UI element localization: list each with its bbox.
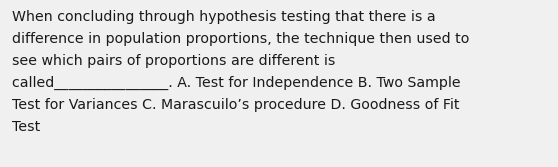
Text: Test: Test	[12, 120, 40, 134]
Text: see which pairs of proportions are different is: see which pairs of proportions are diffe…	[12, 54, 335, 68]
Text: difference in population proportions, the technique then used to: difference in population proportions, th…	[12, 32, 469, 46]
Text: called________________. A. Test for Independence B. Two Sample: called________________. A. Test for Inde…	[12, 76, 460, 90]
Text: Test for Variances C. Marascuilo’s procedure D. Goodness of Fit: Test for Variances C. Marascuilo’s proce…	[12, 98, 459, 112]
Text: When concluding through hypothesis testing that there is a: When concluding through hypothesis testi…	[12, 10, 436, 24]
